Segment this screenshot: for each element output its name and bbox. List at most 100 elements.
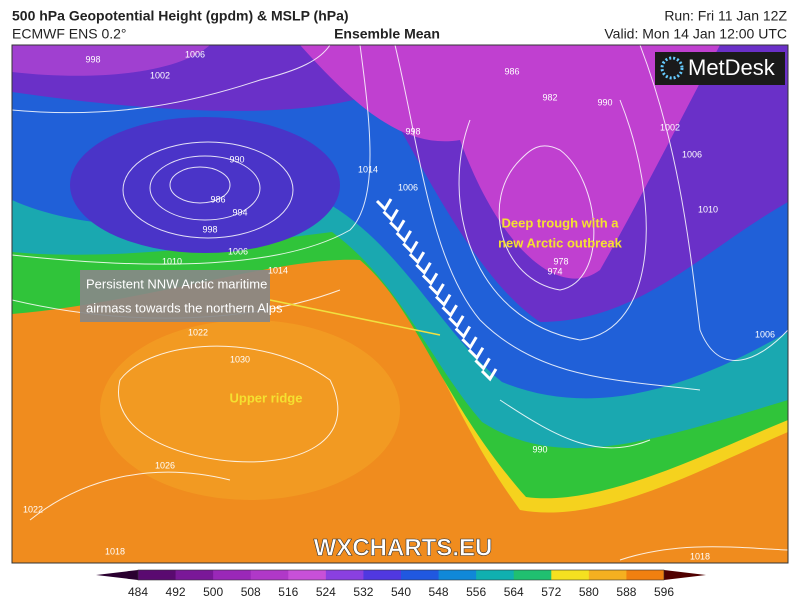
field-ridge: [100, 320, 400, 500]
colorbar-tick-label: 556: [466, 585, 486, 599]
isobar-labels: 998 1002 1006 990 986 994 998 1006 1010 1014 1022 1…: [23, 49, 775, 561]
chevron: [375, 198, 393, 212]
logo-text: MetDesk: [688, 55, 776, 80]
field-low: [70, 117, 340, 253]
isobar-label: 1010: [698, 204, 718, 214]
annotation-text: Upper ridge: [230, 390, 303, 405]
colorbar-segment: [476, 570, 515, 580]
colorbar-tick-label: 516: [278, 585, 298, 599]
colorbar-end: [664, 570, 706, 580]
colorbar-tick-label: 532: [353, 585, 373, 599]
isobar-label: 998: [405, 126, 420, 136]
annotation-text: Deep trough with a: [502, 215, 620, 230]
isobar-label: 1022: [23, 504, 43, 514]
colorbar-segment: [250, 570, 289, 580]
colorbar-tick-label: 524: [316, 585, 336, 599]
chevron: [441, 304, 458, 318]
isobar-label: 1002: [150, 70, 170, 80]
colorbar-segment: [213, 570, 252, 580]
chevron: [461, 336, 478, 350]
watermark: WXCHARTS.EU: [314, 534, 493, 561]
colorbar-segment: [626, 570, 665, 580]
chevron: [435, 293, 452, 308]
isobar-label: 1006: [228, 246, 248, 256]
chevron: [382, 208, 399, 223]
annotation-pointer: [269, 299, 441, 336]
chevron: [389, 219, 406, 233]
isobar-label: 1006: [682, 149, 702, 159]
isobar-label: 1026: [155, 460, 175, 470]
isobar-label: 1006: [755, 329, 775, 339]
colorbar-frame: [137, 569, 665, 581]
colorbar-segment: [513, 570, 552, 580]
model: ECMWF ENS 0.2°: [12, 26, 127, 42]
colorbar-tick-label: 548: [429, 585, 449, 599]
annotation-text: new Arctic outbreak: [498, 235, 623, 250]
colorbar: 484 492 500 508 516 524 532 540 548 556 564 572 580 5…: [96, 569, 706, 599]
colorbar-segment: [288, 570, 327, 580]
colorbar-tick-label: 500: [203, 585, 223, 599]
valid-time: Valid: Mon 14 Jan 12:00 UTC: [604, 26, 787, 42]
colorbar-tick-label: 572: [541, 585, 561, 599]
product: Ensemble Mean: [334, 26, 440, 42]
isobar-label: 1022: [188, 327, 208, 337]
annotation-box: [80, 270, 270, 322]
colorbar-segment: [588, 570, 627, 580]
isobar-label: 1014: [268, 265, 288, 275]
colorbar-segment: [401, 570, 440, 580]
field-magenta: [300, 45, 720, 279]
isobar-label: 974: [547, 266, 562, 276]
title: 500 hPa Geopotential Height (gpdm) & MSL…: [12, 8, 349, 24]
isobar-label: 986: [504, 66, 519, 76]
isobar-label: 1018: [105, 546, 125, 556]
colorbar-tick-label: 492: [166, 585, 186, 599]
isobar-label: 986: [210, 194, 225, 204]
chevron: [395, 230, 412, 244]
field-magenta-west: [12, 45, 210, 76]
logo-icon: [660, 56, 684, 80]
map-area: Persistent NNW Arctic maritime airmass t…: [12, 45, 788, 563]
flow-arrow: [375, 198, 498, 382]
isobar-label: 998: [85, 54, 100, 64]
isobar-label: 990: [532, 444, 547, 454]
isobar-label: 1014: [358, 164, 378, 174]
isobar-label: 1002: [660, 122, 680, 132]
chevron: [421, 272, 439, 286]
isobar-label: 1006: [398, 182, 418, 192]
colorbar-end: [96, 570, 138, 580]
colorbar-segment: [175, 570, 214, 580]
isobar-label: 990: [597, 97, 612, 107]
colorbar-tick-label: 508: [241, 585, 261, 599]
colorbar-tick-label: 588: [616, 585, 636, 599]
isobar-label: 1006: [185, 49, 205, 59]
chevron: [480, 368, 498, 382]
colorbar-tick-label: 484: [128, 585, 148, 599]
isobar-label: 998: [202, 224, 217, 234]
chevron: [402, 240, 419, 254]
isobar-label: 982: [542, 92, 557, 102]
isobar-label: 1030: [230, 354, 250, 364]
isobar-label: 1010: [162, 256, 182, 266]
run-time: Run: Fri 11 Jan 12Z: [664, 8, 787, 24]
chevron: [408, 251, 426, 265]
colorbar-segment: [325, 570, 364, 580]
isobar-label: 1018: [690, 551, 710, 561]
chevron: [428, 283, 445, 297]
isobar-label: 990: [229, 154, 244, 164]
chevron: [448, 315, 465, 329]
colorbar-tick-label: 540: [391, 585, 411, 599]
colorbar-tick-label: 564: [504, 585, 524, 599]
map-frame: [11, 44, 789, 564]
chevron: [474, 357, 491, 371]
colorbar-segment: [363, 570, 402, 580]
isobar-label: 978: [553, 256, 568, 266]
colorbar-segment: [438, 570, 477, 580]
chevron: [467, 346, 485, 361]
colorbar-segment: [138, 570, 177, 580]
annotation-text: Persistent NNW Arctic maritime: [86, 276, 267, 291]
chevron: [454, 325, 472, 339]
colorbar-tick-label: 596: [654, 585, 674, 599]
colorbar-tick-label: 580: [579, 585, 599, 599]
